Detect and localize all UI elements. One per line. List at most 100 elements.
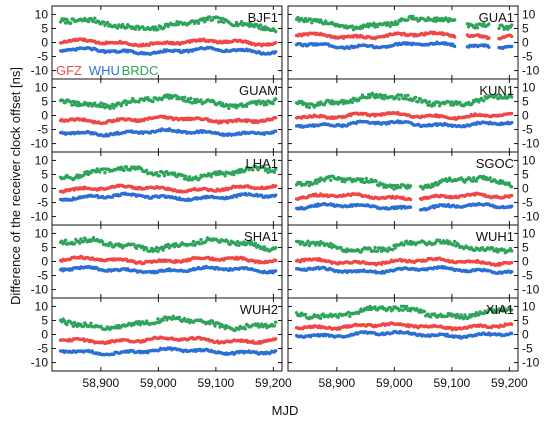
data-point <box>210 18 215 22</box>
data-point <box>274 29 278 34</box>
y-tick-label: 5 <box>41 313 48 327</box>
data-point <box>308 17 313 21</box>
data-point <box>365 22 370 26</box>
data-point <box>392 22 396 26</box>
x-tick-label: 58,900 <box>83 376 120 390</box>
series-whu <box>294 119 514 129</box>
y-tick-label: 5 <box>41 240 48 254</box>
data-point <box>408 205 413 209</box>
data-point <box>510 193 514 198</box>
data-point <box>393 20 397 24</box>
data-point <box>115 26 120 30</box>
data-point <box>402 243 406 247</box>
data-point <box>172 171 177 175</box>
data-point <box>274 269 278 273</box>
series-brdc <box>294 14 514 32</box>
x-tick-label: 59,100 <box>198 376 235 390</box>
y-tick-label: 0 <box>522 255 529 269</box>
series-whu <box>294 40 514 51</box>
y-tick-label: 10 <box>35 153 49 167</box>
data-point <box>203 20 207 24</box>
data-point <box>86 19 91 24</box>
data-point <box>411 14 415 19</box>
data-point <box>504 24 509 29</box>
data-point <box>89 321 93 325</box>
data-point <box>408 184 413 188</box>
data-point <box>217 20 221 24</box>
data-point <box>265 102 269 107</box>
data-point <box>467 25 471 29</box>
series-whu <box>58 191 278 203</box>
data-point <box>122 168 126 173</box>
series-brdc <box>294 174 514 191</box>
y-tick-label: 10 <box>35 226 49 240</box>
y-tick-label: 5 <box>41 94 48 108</box>
data-point <box>72 242 77 246</box>
y-tick-label: 5 <box>522 240 529 254</box>
data-point <box>234 20 239 25</box>
y-tick-label: -5 <box>522 196 533 210</box>
data-point <box>257 26 261 30</box>
data-point <box>501 24 505 28</box>
data-point <box>208 15 212 19</box>
data-point <box>274 320 278 324</box>
x-axis-title: MJD <box>272 403 299 418</box>
data-point <box>416 100 420 104</box>
data-point <box>368 95 372 100</box>
y-tick-label: -10 <box>522 137 540 151</box>
y-tick-label: -5 <box>522 50 533 64</box>
data-point <box>101 20 106 24</box>
data-point <box>506 27 510 31</box>
station-label: GUA1 <box>479 10 514 25</box>
data-point <box>497 26 501 31</box>
data-point <box>473 26 477 30</box>
series-gfz <box>58 37 278 48</box>
y-tick-label: -10 <box>522 64 540 78</box>
data-point <box>162 173 167 178</box>
y-tick-label: -10 <box>522 283 540 297</box>
data-point <box>510 120 514 125</box>
station-label: WUH2 <box>240 302 278 317</box>
y-tick-label: -5 <box>522 123 533 137</box>
data-point <box>151 99 155 104</box>
data-point <box>475 26 480 30</box>
station-label: LHA1 <box>245 156 278 171</box>
series-gfz <box>294 256 514 267</box>
data-point <box>336 315 341 319</box>
y-tick-label: 10 <box>522 153 536 167</box>
series-whu <box>58 346 278 357</box>
y-tick-label: -10 <box>31 356 49 370</box>
data-point <box>58 20 63 24</box>
data-point <box>274 116 278 120</box>
data-point <box>199 238 203 242</box>
data-point <box>408 197 413 202</box>
data-point <box>272 324 277 328</box>
data-point <box>510 249 514 253</box>
data-point <box>405 304 409 309</box>
data-point <box>364 176 368 181</box>
data-point <box>453 44 457 49</box>
data-point <box>272 170 277 174</box>
y-tick-label: 0 <box>522 109 529 123</box>
data-point <box>208 322 212 326</box>
data-point <box>482 22 486 26</box>
series-brdc <box>294 304 514 321</box>
data-point <box>152 28 156 32</box>
data-point <box>124 26 129 30</box>
data-point <box>322 22 327 26</box>
data-point <box>205 17 210 22</box>
data-point <box>465 22 470 26</box>
series-whu <box>294 201 514 212</box>
series-whu <box>58 264 278 275</box>
data-point <box>174 23 178 27</box>
series-gfz <box>294 110 514 121</box>
data-point <box>360 177 365 181</box>
x-tick-label: 59,000 <box>140 376 177 390</box>
data-point <box>406 18 410 22</box>
data-point <box>201 16 206 21</box>
data-point <box>425 18 429 22</box>
data-point <box>258 23 263 27</box>
